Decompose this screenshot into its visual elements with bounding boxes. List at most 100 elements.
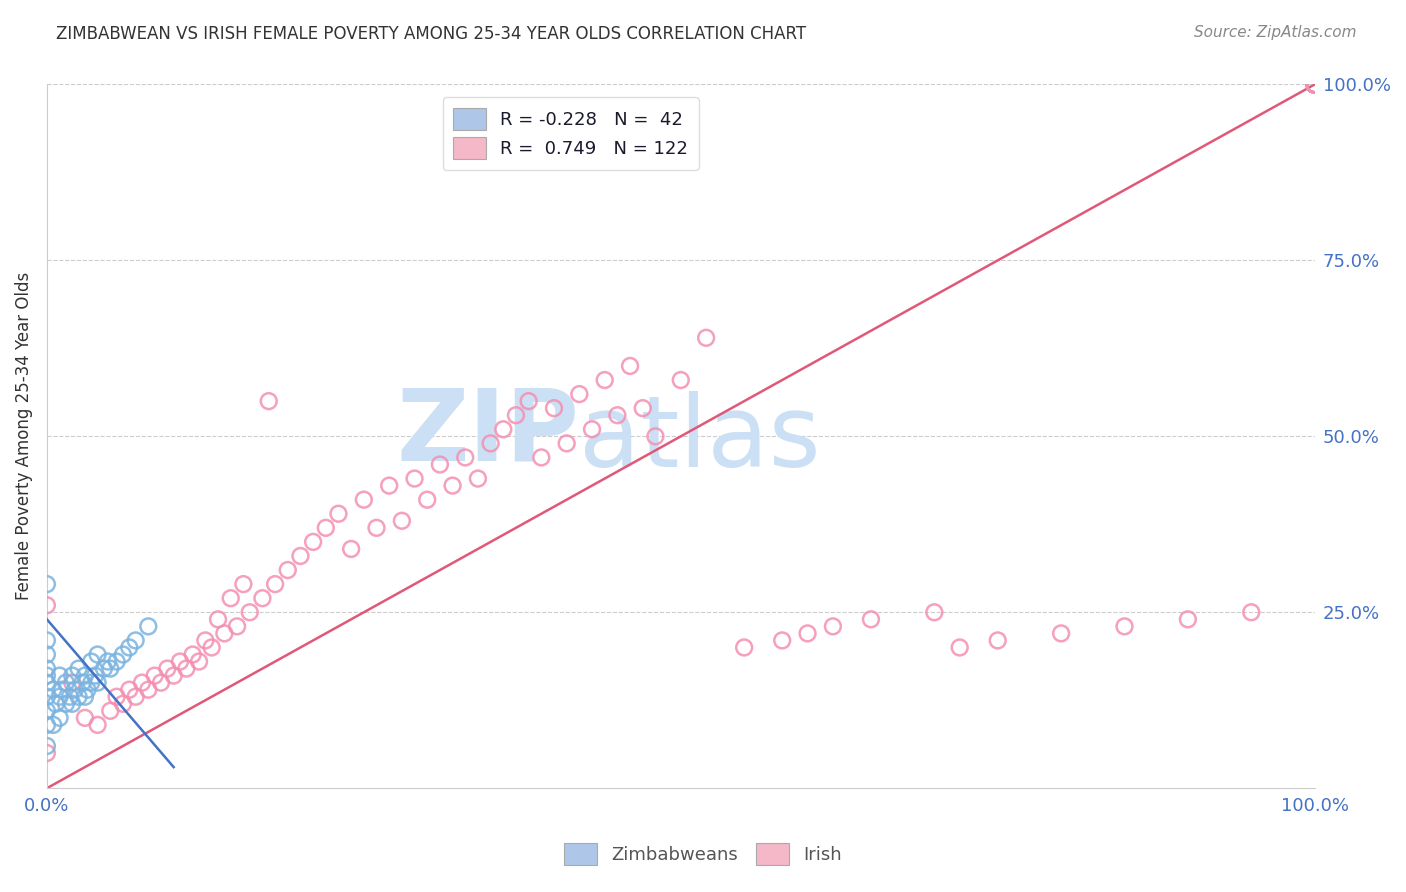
Point bbox=[492, 422, 515, 436]
Point bbox=[315, 521, 337, 535]
Point bbox=[35, 577, 58, 591]
Point bbox=[1177, 612, 1199, 626]
Point bbox=[35, 704, 58, 718]
Point bbox=[207, 612, 229, 626]
Point bbox=[1303, 78, 1326, 92]
Point bbox=[84, 668, 107, 682]
Point bbox=[1303, 78, 1326, 92]
Point bbox=[1303, 78, 1326, 92]
Text: ZIMBABWEAN VS IRISH FEMALE POVERTY AMONG 25-34 YEAR OLDS CORRELATION CHART: ZIMBABWEAN VS IRISH FEMALE POVERTY AMONG… bbox=[56, 25, 807, 43]
Point bbox=[76, 682, 98, 697]
Point bbox=[45, 697, 67, 711]
Point bbox=[124, 633, 146, 648]
Point bbox=[1303, 78, 1326, 92]
Point bbox=[150, 675, 173, 690]
Legend: R = -0.228   N =  42, R =  0.749   N = 122: R = -0.228 N = 42, R = 0.749 N = 122 bbox=[443, 97, 699, 170]
Point bbox=[60, 675, 83, 690]
Point bbox=[1050, 626, 1073, 640]
Point bbox=[517, 394, 540, 409]
Point bbox=[1303, 78, 1326, 92]
Point bbox=[118, 682, 141, 697]
Point bbox=[695, 331, 717, 345]
Point bbox=[105, 655, 128, 669]
Point bbox=[1303, 78, 1326, 92]
Point bbox=[97, 655, 120, 669]
Point bbox=[1303, 78, 1326, 92]
Point bbox=[479, 436, 502, 450]
Point bbox=[1303, 78, 1326, 92]
Point bbox=[35, 633, 58, 648]
Point bbox=[35, 668, 58, 682]
Point bbox=[214, 626, 236, 640]
Point bbox=[67, 690, 90, 704]
Point bbox=[429, 458, 451, 472]
Point bbox=[194, 633, 217, 648]
Point bbox=[669, 373, 692, 387]
Point bbox=[1303, 78, 1326, 92]
Point bbox=[51, 682, 73, 697]
Point bbox=[1303, 78, 1326, 92]
Point bbox=[1303, 78, 1326, 92]
Point bbox=[1303, 78, 1326, 92]
Point bbox=[86, 675, 108, 690]
Point bbox=[619, 359, 641, 373]
Point bbox=[169, 655, 191, 669]
Point bbox=[1303, 78, 1326, 92]
Point bbox=[98, 704, 121, 718]
Point bbox=[143, 668, 166, 682]
Point bbox=[1303, 78, 1326, 92]
Point bbox=[1303, 78, 1326, 92]
Point bbox=[156, 662, 179, 676]
Point bbox=[366, 521, 388, 535]
Point bbox=[42, 718, 65, 732]
Point bbox=[1303, 78, 1326, 92]
Point bbox=[1303, 78, 1326, 92]
Point bbox=[1303, 78, 1326, 92]
Point bbox=[404, 472, 426, 486]
Point bbox=[555, 436, 578, 450]
Point bbox=[60, 697, 83, 711]
Point bbox=[770, 633, 793, 648]
Point bbox=[353, 492, 375, 507]
Point bbox=[1114, 619, 1136, 633]
Point bbox=[63, 682, 86, 697]
Point bbox=[105, 690, 128, 704]
Point bbox=[543, 401, 565, 416]
Point bbox=[72, 675, 94, 690]
Point bbox=[42, 682, 65, 697]
Point bbox=[733, 640, 755, 655]
Point bbox=[118, 640, 141, 655]
Point bbox=[1240, 605, 1263, 619]
Point bbox=[48, 690, 70, 704]
Point bbox=[176, 662, 198, 676]
Point bbox=[73, 668, 96, 682]
Point bbox=[136, 619, 159, 633]
Point bbox=[1303, 78, 1326, 92]
Point bbox=[581, 422, 603, 436]
Point bbox=[454, 450, 477, 465]
Point bbox=[80, 655, 103, 669]
Point bbox=[73, 711, 96, 725]
Point bbox=[60, 668, 83, 682]
Point bbox=[1303, 78, 1326, 92]
Point bbox=[859, 612, 882, 626]
Point bbox=[987, 633, 1010, 648]
Point bbox=[35, 662, 58, 676]
Point bbox=[93, 662, 115, 676]
Point bbox=[391, 514, 413, 528]
Point bbox=[568, 387, 591, 401]
Point bbox=[163, 668, 186, 682]
Point bbox=[949, 640, 972, 655]
Point bbox=[290, 549, 312, 563]
Point bbox=[606, 408, 628, 422]
Point bbox=[644, 429, 666, 443]
Point bbox=[1303, 78, 1326, 92]
Point bbox=[35, 739, 58, 753]
Point bbox=[55, 697, 77, 711]
Point bbox=[59, 690, 82, 704]
Point bbox=[302, 535, 325, 549]
Point bbox=[48, 711, 70, 725]
Point bbox=[796, 626, 818, 640]
Point bbox=[257, 394, 280, 409]
Point bbox=[1303, 78, 1326, 92]
